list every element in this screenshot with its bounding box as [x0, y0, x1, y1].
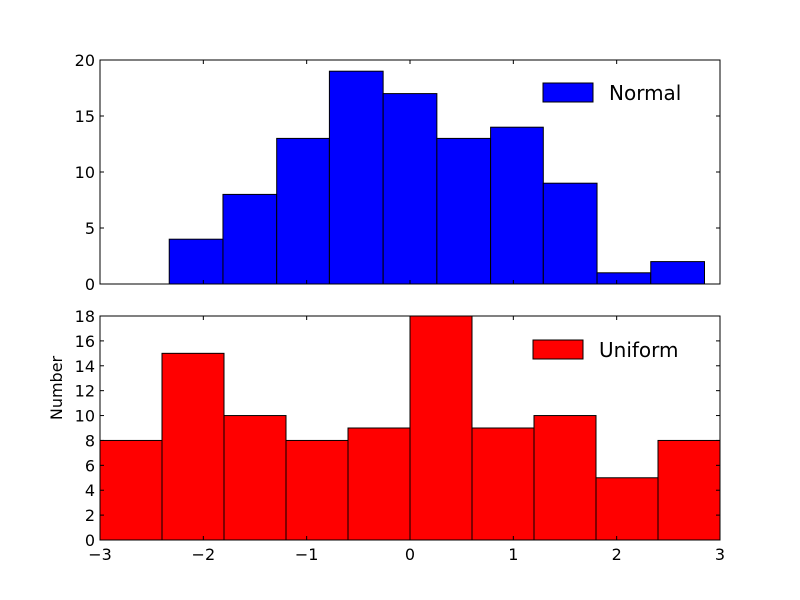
uniform-legend: Uniform: [532, 338, 679, 362]
uniform-y-tick-label: 16: [75, 332, 95, 351]
uniform-ticks: [99, 315, 721, 541]
uniform-bar: [533, 415, 597, 541]
uniform-bars: [99, 315, 721, 541]
normal-legend-swatch: [542, 82, 594, 103]
uniform-y-tick-label: 4: [85, 481, 95, 500]
uniform-y-tick-label: 2: [85, 506, 95, 525]
uniform-y-tick-labels: 0 2 4 6 8 10 12 14 16 18: [75, 307, 95, 550]
normal-y-tick-label: 10: [75, 163, 95, 182]
uniform-bar: [595, 477, 659, 541]
uniform-bar: [223, 415, 287, 541]
uniform-y-tick-label: 6: [85, 456, 95, 475]
uniform-bar: [471, 427, 535, 541]
normal-bar: [382, 93, 438, 285]
uniform-x-tick-label: 1: [508, 545, 518, 564]
uniform-bar: [409, 315, 473, 541]
normal-bar: [490, 126, 544, 285]
normal-ticks: [99, 59, 721, 285]
uniform-bar: [657, 439, 721, 541]
uniform-y-tick-label: 10: [75, 407, 95, 426]
normal-y-tick-label: 20: [75, 51, 95, 70]
normal-bar: [222, 193, 278, 285]
uniform-x-tick-label: −1: [295, 545, 319, 564]
normal-histogram-panel: 0 5 10 15 20 Normal: [75, 51, 721, 294]
uniform-x-tick-labels: −3 −2 −1 0 1 2 3: [88, 545, 725, 564]
uniform-x-tick-label: −3: [88, 545, 112, 564]
normal-bar: [276, 137, 330, 285]
normal-legend: Normal: [542, 81, 681, 105]
uniform-x-tick-label: −2: [192, 545, 216, 564]
uniform-bar: [99, 439, 163, 541]
uniform-y-tick-label: 14: [75, 357, 95, 376]
normal-y-tick-labels: 0 5 10 15 20: [75, 51, 95, 294]
normal-y-tick-label: 15: [75, 107, 95, 126]
uniform-legend-label: Uniform: [599, 338, 679, 362]
uniform-bar: [285, 439, 349, 541]
uniform-x-tick-label: 2: [612, 545, 622, 564]
uniform-y-tick-label: 12: [75, 382, 95, 401]
normal-bars: [168, 70, 705, 285]
normal-y-tick-label: 5: [85, 219, 95, 238]
normal-bar: [596, 272, 652, 285]
uniform-y-tick-label: 0: [85, 531, 95, 550]
normal-bar: [542, 182, 598, 285]
normal-bar: [168, 238, 224, 285]
normal-bar: [650, 261, 705, 285]
uniform-legend-swatch: [532, 339, 584, 360]
uniform-x-tick-label: 0: [405, 545, 415, 564]
normal-bar: [328, 70, 384, 285]
normal-legend-label: Normal: [609, 81, 681, 105]
uniform-x-tick-label: 3: [715, 545, 725, 564]
uniform-bar: [161, 352, 225, 541]
normal-bar: [436, 137, 492, 285]
uniform-y-tick-label: 18: [75, 307, 95, 326]
normal-y-tick-label: 0: [85, 275, 95, 294]
uniform-y-tick-label: 8: [85, 431, 95, 450]
uniform-y-axis-label: Number: [47, 355, 66, 420]
uniform-bar: [347, 427, 411, 541]
